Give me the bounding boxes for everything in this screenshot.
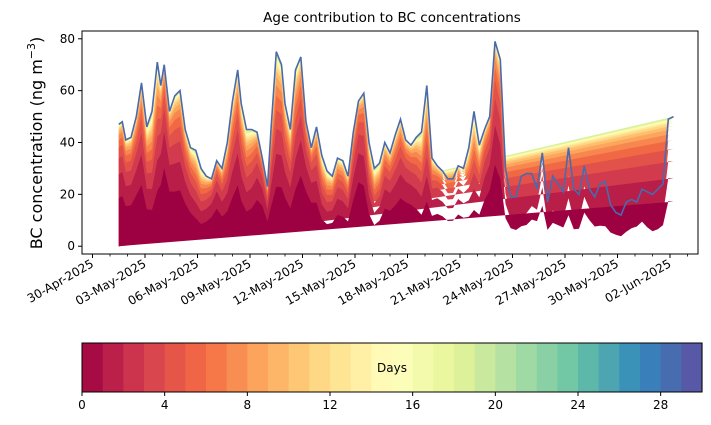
colorbar-tick-label-28: 28	[653, 398, 668, 412]
colorbar-level-5	[185, 343, 207, 392]
colorbar-level-16	[412, 343, 434, 392]
y-tick-label-80: 80	[60, 32, 75, 46]
colorbar-level-2	[123, 343, 145, 392]
colorbar-level-8	[247, 343, 269, 392]
y-axis-label-close: )	[27, 37, 46, 43]
y-tick-label-40: 40	[60, 136, 75, 150]
colorbar-label: Days	[377, 361, 407, 375]
colorbar-tick-label-4: 4	[161, 398, 169, 412]
colorbar-tick-label-20: 20	[488, 398, 503, 412]
total-bc-line	[118, 41, 674, 217]
colorbar-level-10	[288, 343, 310, 392]
y-axis-label-main: BC concentration (ng m	[27, 59, 46, 249]
colorbar-level-27	[640, 343, 662, 392]
colorbar-level-1	[102, 343, 124, 392]
plot-area	[118, 41, 674, 247]
colorbar-level-4	[164, 343, 186, 392]
colorbar-level-0	[82, 343, 104, 392]
y-tick-label-20: 20	[60, 187, 75, 201]
colorbar-level-11	[309, 343, 331, 392]
colorbar-level-7	[226, 343, 248, 392]
colorbar-level-20	[495, 343, 517, 392]
y-tick-label-60: 60	[60, 84, 75, 98]
colorbar-level-29	[681, 343, 703, 392]
colorbar-level-6	[206, 343, 228, 392]
colorbar-level-14	[371, 343, 393, 392]
colorbar-level-19	[474, 343, 496, 392]
colorbar-level-18	[454, 343, 476, 392]
colorbar-level-28	[660, 343, 682, 392]
colorbar-tick-label-8: 8	[244, 398, 252, 412]
colorbar-level-3	[144, 343, 166, 392]
y-axis-label-exponent: −3	[25, 43, 38, 59]
colorbar-level-13	[350, 343, 372, 392]
age-layer-0	[118, 164, 674, 247]
x-axis: 30-Apr-202503-May-202506-May-202509-May-…	[25, 254, 688, 308]
colorbar	[82, 343, 703, 392]
colorbar-frame	[81, 342, 703, 393]
colorbar-level-12	[330, 343, 352, 392]
colorbar-ticks: 0 4 8 12 16 20 24 28	[78, 392, 668, 412]
colorbar-level-24	[578, 343, 600, 392]
y-axis: 0 20 40 60 80	[60, 32, 82, 253]
colorbar-level-15	[392, 343, 414, 392]
colorbar-tick-label-16: 16	[405, 398, 420, 412]
colorbar-level-21	[516, 343, 538, 392]
colorbar-tick-label-24: 24	[570, 398, 585, 412]
colorbar-level-26	[619, 343, 641, 392]
y-axis-label: BC concentration (ng m−3)	[25, 37, 46, 250]
colorbar-level-17	[433, 343, 455, 392]
colorbar-tick-label-0: 0	[78, 398, 86, 412]
colorbar-level-22	[536, 343, 558, 392]
colorbar-level-9	[268, 343, 290, 392]
colorbar-level-25	[598, 343, 620, 392]
y-tick-label-0: 0	[67, 239, 75, 253]
colorbar-level-23	[557, 343, 579, 392]
colorbar-tick-label-12: 12	[322, 398, 337, 412]
chart-title: Age contribution to BC concentrations	[263, 10, 521, 26]
